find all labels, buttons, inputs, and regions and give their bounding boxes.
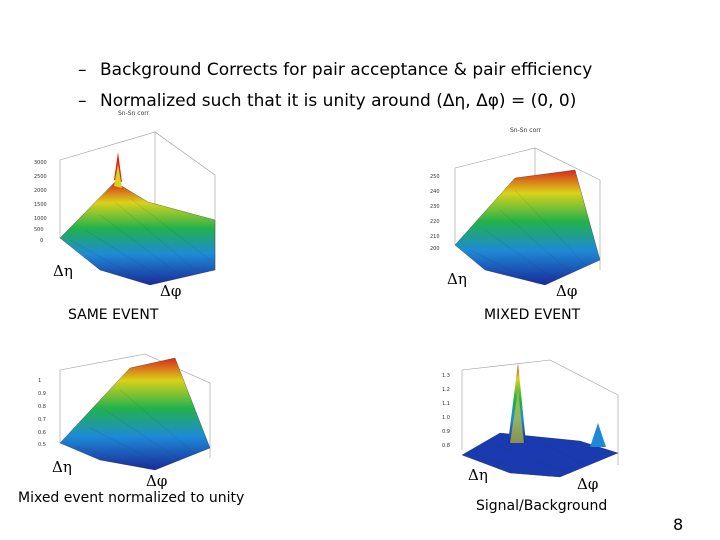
bullet-1-text: Background Corrects for pair acceptance … — [100, 60, 593, 80]
signal-background-caption: Signal/Background — [476, 498, 608, 514]
same-event-hist-title: Sn-Sn corr — [118, 110, 150, 117]
norm-z-tick: 0.6 — [38, 430, 46, 436]
mixed-event-phi-label: Δφ — [556, 282, 578, 300]
same-event-eta-label: Δη — [53, 262, 73, 280]
signal-background-eta-label: Δη — [468, 466, 488, 484]
same-event-caption: SAME EVENT — [68, 307, 159, 323]
same-z-tick: 0 — [40, 238, 43, 244]
mixed-normalized-phi-label: Δφ — [146, 472, 168, 490]
mixed-z-tick: 230 — [430, 204, 440, 210]
bullet-marker: – — [78, 91, 87, 111]
bullet-2-text: Normalized such that it is unity around … — [100, 91, 577, 111]
sb-z-tick: 1.3 — [442, 373, 450, 379]
norm-z-tick: 0.7 — [38, 417, 46, 423]
bullet-2: – Normalized such that it is unity around… — [78, 91, 576, 111]
mixed-z-tick: 210 — [430, 234, 440, 240]
norm-z-tick: 1 — [38, 378, 41, 384]
mixed-z-tick: 240 — [430, 189, 440, 195]
mixed-event-plot: 250 240 230 220 210 200 — [430, 147, 601, 286]
norm-z-tick: 0.5 — [38, 442, 46, 448]
mixed-z-tick: 200 — [430, 246, 440, 252]
same-event-phi-label: Δφ — [160, 282, 182, 300]
sb-z-tick: 1.2 — [442, 387, 450, 393]
same-z-tick: 2500 — [34, 174, 47, 180]
mixed-z-tick: 220 — [430, 219, 440, 225]
norm-z-tick: 0.9 — [38, 391, 46, 397]
mixed-event-eta-label: Δη — [447, 270, 467, 288]
mixed-event-caption: MIXED EVENT — [484, 307, 581, 323]
bullet-marker: – — [78, 60, 87, 80]
same-z-tick: 500 — [34, 227, 44, 233]
mixed-normalized-plot: 1 0.9 0.8 0.7 0.6 0.5 — [38, 353, 211, 471]
sb-z-tick: 0.8 — [442, 443, 450, 449]
sb-z-tick: 0.9 — [442, 429, 450, 435]
same-z-tick: 3000 — [34, 160, 47, 166]
mixed-normalized-eta-label: Δη — [52, 458, 72, 476]
page-number: 8 — [673, 515, 684, 534]
mixed-z-tick: 250 — [430, 174, 440, 180]
sb-z-tick: 1.1 — [442, 401, 450, 407]
sb-z-tick: 1.0 — [442, 415, 450, 421]
mixed-event-hist-title: Sn-Sn corr — [510, 127, 542, 134]
same-z-tick: 2000 — [34, 188, 47, 194]
same-z-tick: 1500 — [34, 202, 47, 208]
mixed-normalized-caption: Mixed event normalized to unity — [18, 490, 245, 506]
signal-background-phi-label: Δφ — [577, 475, 599, 493]
same-event-plot: 3000 2500 2000 1500 1000 500 0 — [34, 131, 216, 286]
norm-z-tick: 0.8 — [38, 404, 46, 410]
same-z-tick: 1000 — [34, 216, 47, 222]
signal-background-plot: 1.3 1.2 1.1 1.0 0.9 0.8 — [442, 359, 619, 478]
bullet-1: – Background Corrects for pair acceptance… — [78, 60, 592, 80]
